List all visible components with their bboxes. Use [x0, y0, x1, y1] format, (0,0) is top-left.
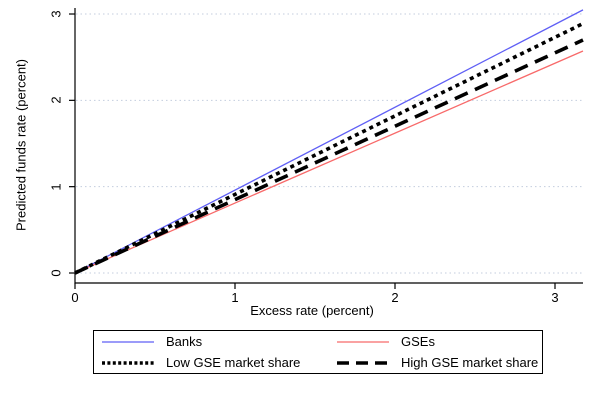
legend: Banks GSEs Low GSE market share High GSE ma… — [93, 330, 543, 374]
x-tick-label-0: 0 — [71, 290, 79, 305]
x-tick-label-1: 1 — [231, 290, 239, 305]
legend-label: GSEs — [401, 334, 435, 349]
y-axis-title: Predicted funds rate (percent) — [13, 59, 29, 231]
legend-entry-low-gse-market-share: Low GSE market share — [102, 352, 337, 373]
legend-swatch-solid-line — [102, 340, 154, 343]
legend-entry-gses: GSEs — [337, 331, 542, 352]
y-tick-label-0: 0 — [48, 269, 64, 277]
x-tick-label-3: 3 — [551, 290, 559, 305]
y-tick-label-2: 2 — [48, 96, 64, 104]
legend-label: Low GSE market share — [166, 355, 301, 370]
legend-label: Banks — [166, 334, 203, 349]
series-line-low-gse-market-share — [74, 21, 584, 275]
legend-label: High GSE market share — [401, 355, 539, 370]
series-line-gses — [74, 50, 584, 274]
series-line-banks — [74, 9, 584, 274]
y-tick-label-1: 1 — [48, 183, 64, 191]
legend-swatch-solid-line — [337, 340, 389, 343]
y-tick-label-3: 3 — [48, 10, 64, 18]
x-tick-label-2: 2 — [391, 290, 399, 305]
legend-entry-banks: Banks — [102, 331, 337, 352]
legend-entry-high-gse-market-share: High GSE market share — [337, 352, 542, 373]
legend-swatch-dashed-line — [337, 360, 389, 365]
legend-swatch-dotted-line — [102, 360, 154, 365]
x-axis-title: Excess rate (percent) — [250, 303, 374, 318]
series-line-high-gse-market-share — [74, 38, 584, 275]
